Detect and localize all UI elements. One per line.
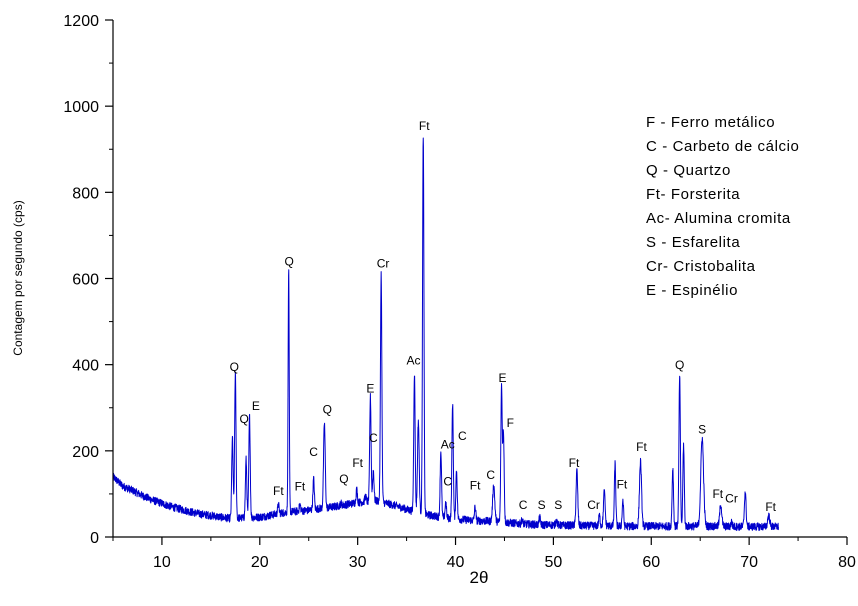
legend-item-cr: Cr- Cristobalita [646,258,756,275]
y-tick-label: 1000 [63,99,99,116]
peak-label: S [554,498,562,512]
legend-item-s: S - Esfarelita [646,234,740,251]
legend-item-q: Q - Quartzo [646,162,731,179]
peak-label: Ft [712,487,723,501]
peak-label: E [499,371,507,385]
x-tick-label: 70 [740,554,758,571]
y-tick-label: 400 [72,358,99,375]
peak-label: Cr [587,498,600,512]
peak-label: Ft [617,478,628,492]
x-axis-title: 2θ [470,568,489,587]
peak-label: Ft [636,440,647,454]
legend-item-f: F - Ferro metálico [646,114,775,131]
x-tick-label: 40 [447,554,465,571]
peak-label: C [309,445,318,459]
y-tick-label: 600 [72,272,99,289]
x-tick-label: 10 [153,554,171,571]
legend: F - Ferro metálico C - Carbeto de cálcio… [646,114,800,299]
x-tick-label: 80 [838,554,856,571]
peak-label: C [443,474,452,488]
peak-label: Ac [406,354,420,368]
peak-label: Q [675,358,684,372]
y-tick-label: 800 [72,185,99,202]
peak-label: S [698,423,706,437]
peak-label: F [507,416,514,430]
y-axis-title: Contagem por segundo (cps) [11,200,25,355]
peak-label: Ft [569,456,580,470]
peak-label: Ac [441,438,455,452]
x-tick-label: 60 [642,554,660,571]
peak-label: E [252,399,260,413]
y-axis: 0 200 400 600 800 1000 1200 Contagem por segun… [11,13,114,547]
y-tick-label: 0 [90,530,99,547]
peak-label: Cr [377,257,390,271]
plot-area [112,137,779,532]
diffractogram-line [112,137,779,532]
peak-label: Ft [419,119,430,133]
peak-label: C [486,468,495,482]
peak-label: C [369,431,378,445]
peak-label: C [519,498,528,512]
y-axis-ticks: 0 200 400 600 800 1000 1200 [63,13,113,547]
peak-label: Q [239,412,248,426]
peak-label: Ft [273,484,284,498]
x-tick-label: 30 [349,554,367,571]
peak-label: S [538,498,546,512]
peak-label: Ft [470,479,481,493]
x-axis: 10 20 30 40 50 60 70 80 2θ [112,536,856,587]
peak-label: Ft [295,479,306,493]
x-tick-label: 20 [251,554,269,571]
peak-label: Ft [765,500,776,514]
peak-label: Ft [352,456,363,470]
peak-label: E [366,382,374,396]
legend-item-ac: Ac- Alumina cromita [646,210,791,227]
y-tick-label: 200 [72,444,99,461]
legend-item-c: C - Carbeto de cálcio [646,138,800,155]
peak-label: Q [323,402,332,416]
y-tick-label: 1200 [63,13,99,30]
peak-label: Q [284,255,293,269]
peak-label: Cr [725,492,738,506]
peak-label: Q [230,360,239,374]
peak-label: Q [339,472,348,486]
peak-label: C [458,429,467,443]
legend-item-ft: Ft- Forsterita [646,186,740,203]
x-tick-label: 50 [545,554,563,571]
legend-item-e: E - Espinélio [646,282,738,299]
x-axis-ticks: 10 20 30 40 50 60 70 80 [112,537,856,571]
